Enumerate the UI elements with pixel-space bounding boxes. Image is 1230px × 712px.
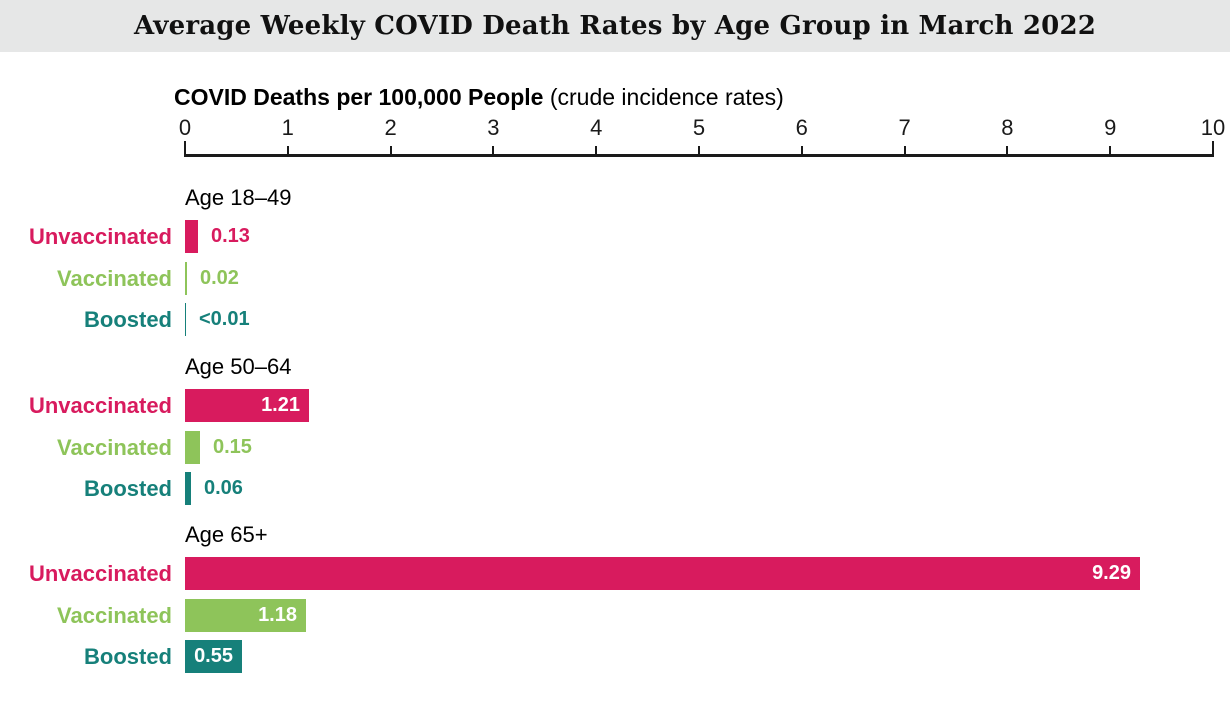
bar	[185, 261, 187, 295]
x-axis-tick-mark	[1212, 141, 1214, 154]
bar	[185, 430, 200, 464]
x-axis-tick-mark	[1006, 146, 1009, 154]
x-axis-tick-mark	[903, 146, 906, 154]
x-axis-tick-mark	[389, 146, 392, 154]
x-axis-line	[184, 154, 1214, 157]
x-axis-tick-mark	[698, 146, 700, 154]
x-axis-tick-mark	[800, 146, 803, 154]
x-axis-tick-label: 7	[898, 115, 911, 140]
title-banner: Average Weekly COVID Death Rates by Age …	[0, 0, 1230, 52]
row-label: Unvaccinated	[28, 393, 172, 418]
x-axis-tick-mark	[1109, 146, 1112, 154]
x-axis-tick-label: 1	[281, 115, 294, 140]
row-label: Unvaccinated	[28, 224, 172, 249]
chart-title: Average Weekly COVID Death Rates by Age …	[133, 11, 1097, 41]
x-axis-tick-label: 9	[1104, 115, 1117, 140]
bar: 0.55	[185, 640, 242, 674]
x-axis-title: COVID Deaths per 100,000 People (crude i…	[174, 84, 784, 111]
x-axis-tick-label: 2	[384, 115, 397, 140]
bar-value-label: 1.18	[258, 603, 297, 626]
x-axis-tick-label: 4	[590, 115, 603, 140]
group-header: Age 50–64	[185, 354, 292, 379]
group-header: Age 65+	[185, 522, 268, 547]
x-axis-tick-label: 3	[487, 115, 500, 140]
bar	[185, 472, 191, 506]
row-label: Boosted	[84, 307, 172, 333]
row-label: Unvaccinated	[28, 561, 172, 586]
x-axis-tick-mark	[286, 146, 289, 154]
x-axis-title-note: (crude incidence rates)	[549, 84, 784, 110]
bar-value-label: <0.01	[199, 308, 250, 331]
x-axis-title-main: COVID Deaths per 100,000 People	[174, 84, 544, 110]
bar-value-label: 0.55	[194, 645, 233, 668]
x-axis-tick-mark	[184, 141, 186, 154]
bar: 9.29	[185, 557, 1140, 590]
group-header: Age 18–49	[185, 185, 292, 210]
bar-value-label: 9.29	[1092, 562, 1131, 584]
bar-value-label: 0.02	[200, 266, 239, 289]
bar-value-label: 0.13	[211, 225, 250, 247]
x-axis-tick-mark	[492, 146, 495, 154]
bar-value-label: 0.06	[204, 477, 243, 500]
bar: 1.21	[185, 389, 309, 422]
row-label: Vaccinated	[57, 265, 172, 291]
x-axis-tick-label: 0	[178, 115, 192, 140]
row-label: Boosted	[84, 476, 172, 502]
bar	[185, 303, 186, 337]
row-label: Vaccinated	[57, 602, 172, 628]
bar-value-label: 0.15	[213, 435, 252, 458]
x-axis-tick-label: 8	[1001, 115, 1014, 140]
row-label: Vaccinated	[57, 434, 172, 460]
x-axis-tick-mark	[595, 146, 598, 154]
bar: 1.18	[185, 598, 306, 632]
bar	[185, 220, 198, 253]
x-axis-tick-label: 10	[1200, 115, 1226, 140]
x-axis-tick-label: 5	[692, 115, 706, 140]
x-axis-tick-label: 6	[795, 115, 808, 140]
bar-value-label: 1.21	[261, 394, 300, 416]
row-label: Boosted	[84, 644, 172, 670]
